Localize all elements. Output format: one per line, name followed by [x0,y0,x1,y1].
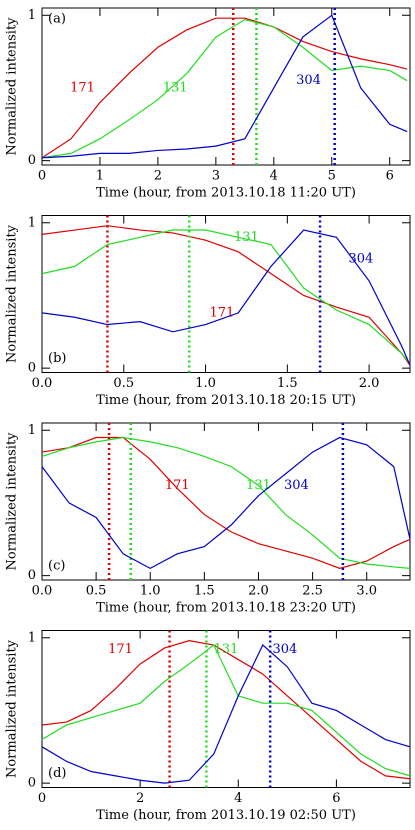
intensity-line [41,225,411,366]
y-tick-label: 0 [28,361,36,376]
plot-frame [41,7,411,166]
x-tick-label: 3.0 [356,584,377,599]
intensity-line [41,436,411,569]
x-tick-label: 0 [38,169,46,184]
intensity-line [41,229,411,366]
x-tick-label: 6 [386,169,394,184]
x-tick-label: 1.0 [140,584,161,599]
intensity-line [41,644,411,777]
x-tick-label: 0 [38,791,46,806]
x-tick-label: 2 [136,791,144,806]
intensity-line [41,14,408,159]
x-tick-label: 2 [154,169,162,184]
intensity-line [41,17,408,159]
x-tick-label: 2.5 [302,584,323,599]
panel-label: (c) [48,559,65,574]
y-axis-label: Normalized intensity [5,432,20,571]
panel-label: (b) [48,351,66,366]
intensity-line [41,436,411,570]
x-tick-label: 0.5 [86,584,107,599]
intensity-line [41,229,411,365]
series-label: 171 [108,642,133,657]
x-axis-label: Time (hour, from 2013.10.18 11:20 UT) [96,186,356,201]
y-axis-label: Normalized intensity [5,17,20,156]
y-tick-label: 0 [28,568,36,583]
series-label: 131 [234,230,259,245]
series-label: 304 [284,478,309,493]
series-label: 304 [296,73,321,88]
x-tick-label: 4 [234,791,242,806]
plot-frame [41,422,411,581]
panel-label: (a) [48,12,66,27]
y-axis-label: Normalized intensity [5,224,20,363]
intensity-line [41,18,408,159]
intensity-line [41,644,411,784]
x-tick-label: 2.0 [248,584,269,599]
series-label: 171 [70,80,95,95]
x-axis-label: Time (hour, from 2013.10.18 23:20 UT) [96,601,356,616]
series-label: 304 [272,642,297,657]
x-tick-label: 5 [328,169,336,184]
x-tick-label: 3 [212,169,220,184]
plot-frame [41,215,411,373]
y-tick-label: 1 [28,630,36,645]
x-tick-label: 0.0 [32,584,53,599]
x-tick-label: 1.5 [194,584,215,599]
plot-frame [41,630,411,788]
x-axis-label: Time (hour, from 2013.10.18 20:15 UT) [96,393,356,408]
series-label: 131 [246,478,271,493]
intensity-line [41,436,411,569]
x-tick-label: 1.0 [195,376,216,391]
x-tick-label: 2.0 [359,376,380,391]
series-label: 131 [214,642,239,657]
x-tick-label: 1.5 [277,376,298,391]
y-tick-label: 1 [28,215,36,230]
x-tick-label: 0.5 [113,376,134,391]
x-tick-label: 1 [96,169,104,184]
y-axis-label: Normalized intensity [5,639,20,778]
x-axis-label: Time (hour, from 2013.10.19 02:50 UT) [96,808,356,823]
y-tick-label: 0 [28,776,36,791]
series-label: 304 [349,252,374,267]
intensity-line [41,640,411,780]
panel-label: (d) [48,766,66,781]
x-tick-label: 6 [332,791,340,806]
y-tick-label: 1 [28,8,36,23]
y-tick-label: 0 [28,153,36,168]
x-tick-label: 4 [270,169,278,184]
x-tick-label: 0.0 [32,376,53,391]
series-label: 171 [165,478,190,493]
y-tick-label: 1 [28,423,36,438]
series-label: 131 [163,80,188,95]
